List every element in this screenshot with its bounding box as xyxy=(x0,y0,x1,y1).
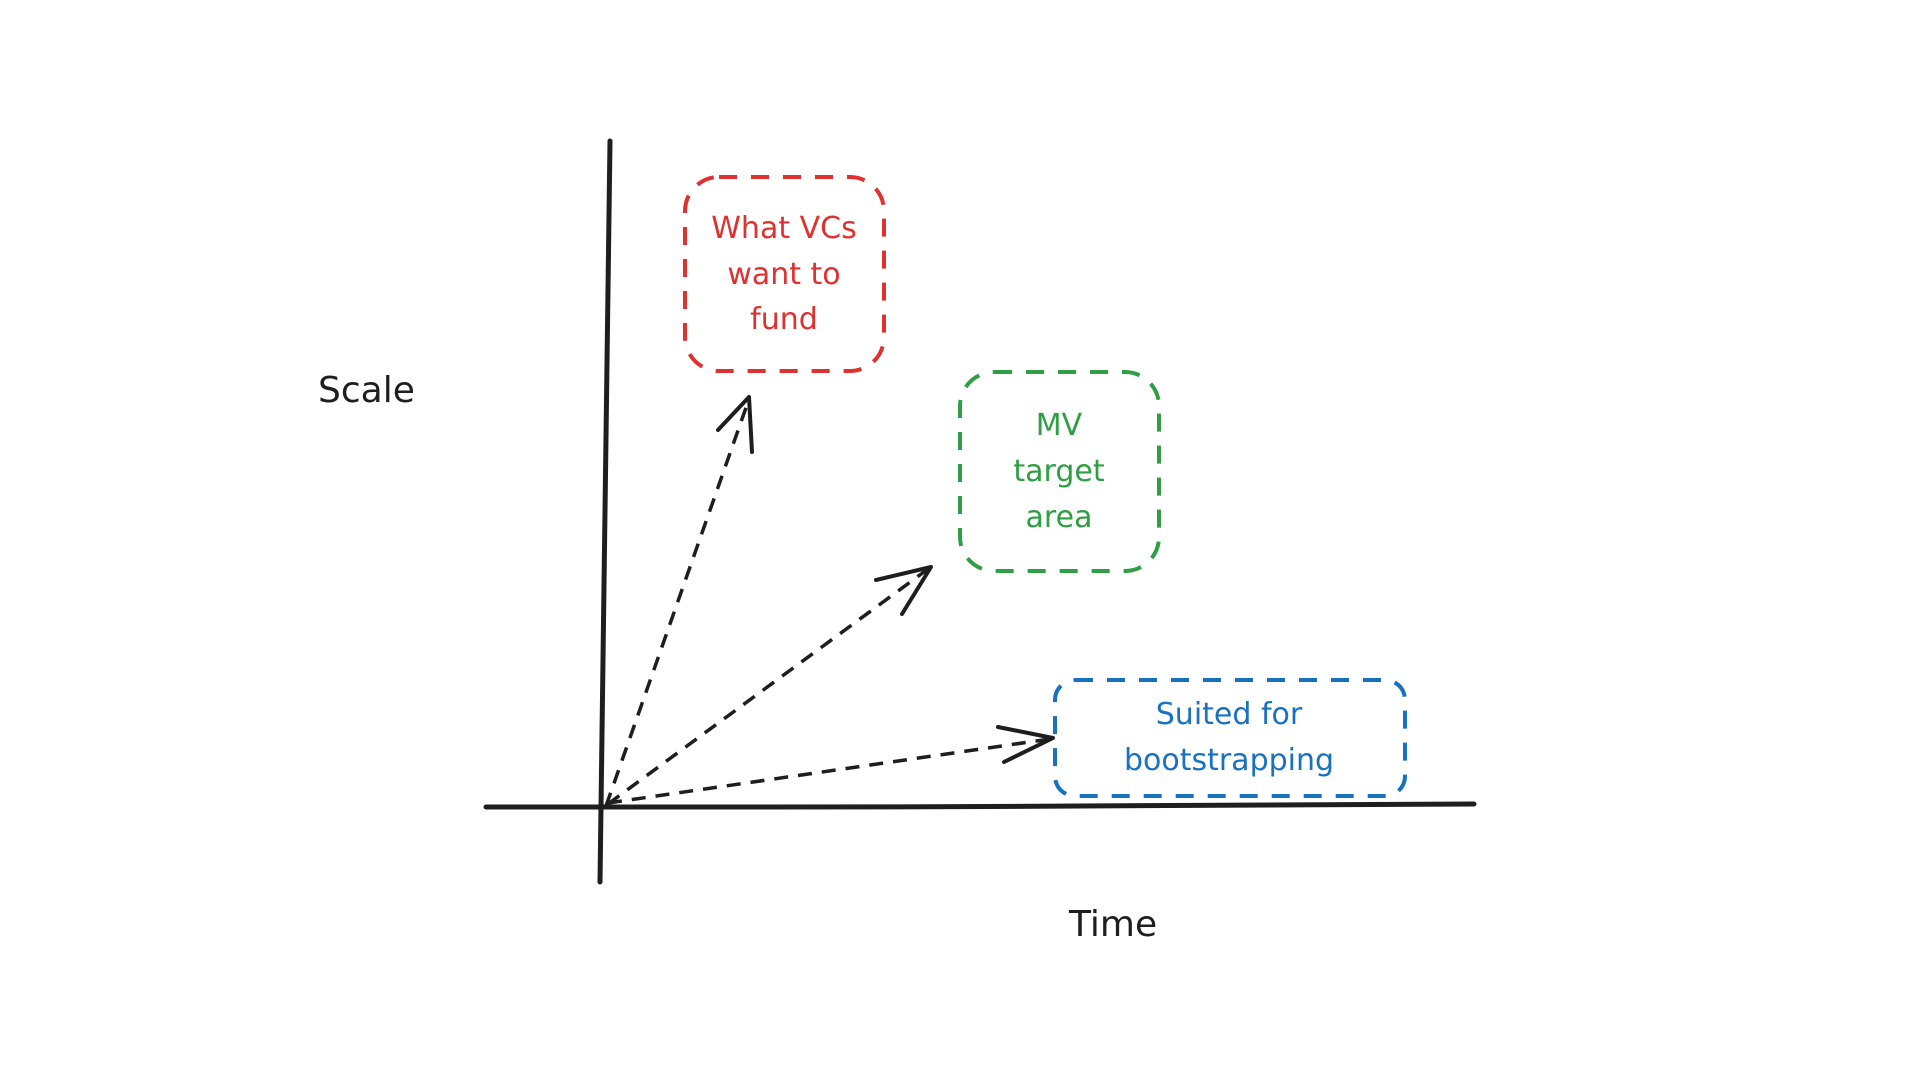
bootstrap-box-line-1: Suited for xyxy=(1156,697,1303,732)
x-axis-label: Time xyxy=(1068,904,1157,945)
mv-box-line-1: MV xyxy=(1036,408,1083,443)
mv-box: MV target area xyxy=(958,370,1161,573)
bootstrap-box-line-2: bootstrapping xyxy=(1124,743,1334,778)
x-axis xyxy=(483,801,1477,810)
vc-box-line-3: fund xyxy=(750,302,818,337)
arrow-to-vc-box xyxy=(604,395,754,807)
vc-box-line-2: want to xyxy=(727,257,840,292)
arrow-to-mv-box xyxy=(606,565,933,806)
arrow-to-bootstrap-box xyxy=(607,725,1055,805)
mv-box-line-2: target xyxy=(1013,454,1104,489)
vc-box: What VCs want to fund xyxy=(683,175,886,373)
y-axis xyxy=(597,138,613,885)
y-axis-label: Scale xyxy=(318,370,415,411)
vc-box-line-1: What VCs xyxy=(711,211,856,246)
bootstrap-box: Suited for bootstrapping xyxy=(1053,678,1407,798)
mv-box-line-3: area xyxy=(1026,500,1093,535)
